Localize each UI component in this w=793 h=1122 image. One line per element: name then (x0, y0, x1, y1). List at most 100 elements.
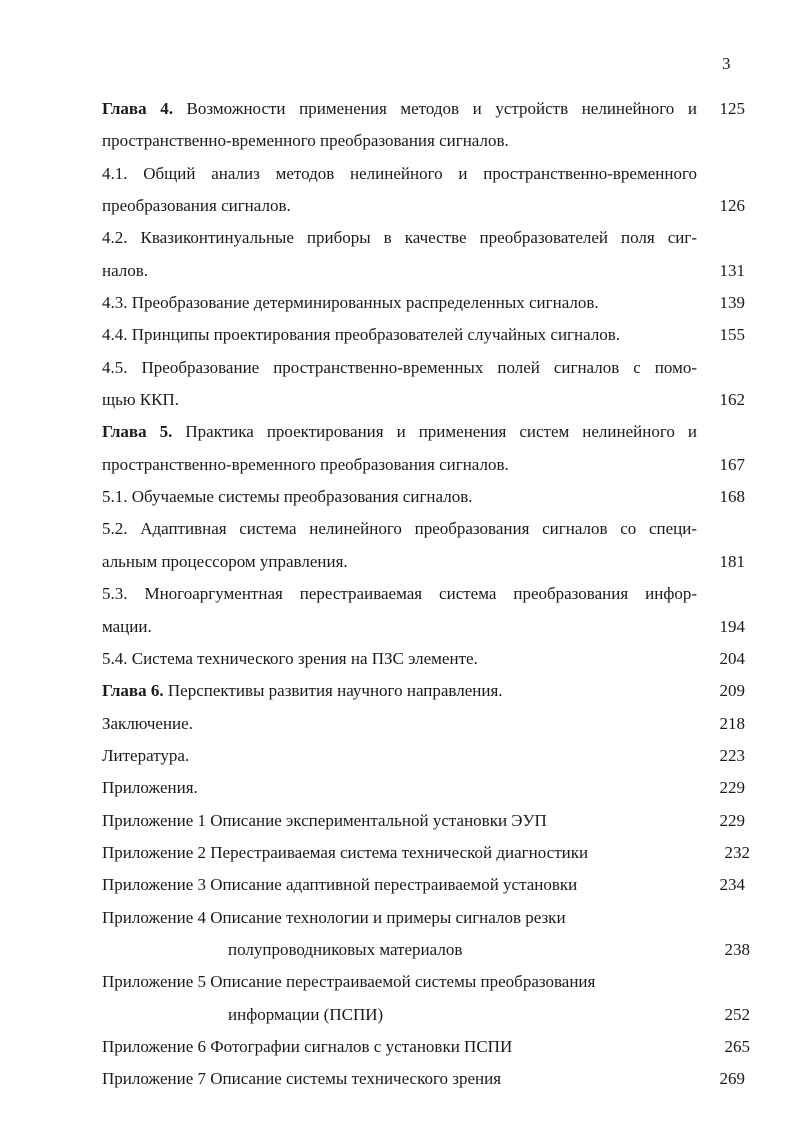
toc-entry-line: пространственно-временного преобразовани… (102, 452, 750, 484)
toc-entry-line: Заключение. 218 (102, 711, 750, 743)
toc-entry-title: Приложения. (102, 775, 697, 801)
toc-entry-text: 5.2. Адаптивная система нелинейного прео… (102, 519, 697, 539)
toc-entry-text: 4.4. Принципы проектирования преобразова… (102, 325, 621, 345)
toc-entry-line: полупроводниковых материалов 238 (102, 937, 750, 969)
toc-page-number: 232 (724, 842, 751, 862)
toc-entry-line: Приложение 4 Описание технологии и приме… (102, 905, 750, 937)
chapter-label: Глава 5. (102, 422, 173, 442)
toc-entry-title: Приложение 7 Описание системы техническо… (102, 1066, 697, 1092)
toc-entry-line: Приложение 7 Описание системы техническо… (102, 1066, 750, 1098)
toc-entry-text: пространственно-временного преобразовани… (102, 454, 509, 474)
toc-page-number: 252 (724, 1004, 751, 1024)
toc-entry-line: Приложение 2 Перестраиваемая система тех… (102, 840, 750, 872)
toc-page-number: 269 (719, 1069, 746, 1089)
toc-entry-title: Глава 4. Возможности применения методов … (102, 96, 697, 122)
toc-page-number: 168 (719, 487, 746, 507)
toc-entry-text: полупроводниковых материалов (228, 939, 463, 959)
toc-entry-title: 5.4. Система технического зрения на ПЗС … (102, 646, 697, 672)
toc-entry-title: информации (ПСПИ) (228, 1002, 708, 1028)
toc-entry-title: 5.1. Обучаемые системы преобразования си… (102, 484, 697, 510)
toc-page-number: 223 (719, 745, 746, 765)
toc-entry-line: 4.4. Принципы проектирования преобразова… (102, 322, 750, 354)
toc-entry-title: Приложение 4 Описание технологии и приме… (102, 905, 697, 931)
toc-entry-line: 5.4. Система технического зрения на ПЗС … (102, 646, 750, 678)
toc-entry-line: налов. 131 (102, 258, 750, 290)
toc-entry-title: 5.2. Адаптивная система нелинейного прео… (102, 516, 697, 542)
toc-entry-text: Перспективы развития научного направлени… (167, 681, 503, 701)
toc-entry-text: щью ККП. (102, 390, 179, 410)
toc-entry-title: Глава 6. Перспективы развития научного н… (102, 678, 697, 704)
toc-entry-line: 5.3. Многоаргументная перестраиваемая си… (102, 581, 750, 613)
toc-entry-line: 4.3. Преобразование детерминированных ра… (102, 290, 750, 322)
page-number: 3 (722, 54, 731, 73)
toc-entry-title: Приложение 2 Перестраиваемая система тех… (102, 840, 697, 866)
toc-entry-title: Приложение 6 Фотографии сигналов с устан… (102, 1034, 697, 1060)
toc-entry-title: Литература. (102, 743, 697, 769)
toc-entry-line: 4.2. Квазиконтинуальные приборы в качест… (102, 225, 750, 257)
chapter-label: Глава 6. (102, 681, 164, 701)
toc-page-number: 139 (719, 293, 746, 313)
toc-page-number: 162 (719, 390, 746, 410)
toc-entry-title: 4.2. Квазиконтинуальные приборы в качест… (102, 225, 697, 251)
toc-entry-line: мации. 194 (102, 614, 750, 646)
toc-entry-line: преобразования сигналов. 126 (102, 193, 750, 225)
toc-entry-title: 4.4. Принципы проектирования преобразова… (102, 322, 697, 348)
toc-entry-text: 5.4. Система технического зрения на ПЗС … (102, 648, 478, 668)
toc-entry-title: 4.5. Преобразование пространственно-врем… (102, 355, 697, 381)
toc-entry-line: 4.5. Преобразование пространственно-врем… (102, 355, 750, 387)
toc-entry-line: информации (ПСПИ) 252 (102, 1002, 750, 1034)
toc-page-number: 209 (719, 681, 746, 701)
toc-page-number: 218 (719, 713, 746, 733)
toc-entry-text: 4.1. Общий анализ методов нелинейного и … (102, 163, 697, 183)
toc-entry-title: 5.3. Многоаргументная перестраиваемая си… (102, 581, 697, 607)
toc-entry-title: 4.3. Преобразование детерминированных ра… (102, 290, 697, 316)
toc-entry-text: пространственно-временного преобразовани… (102, 131, 509, 151)
toc-entry-line: 5.1. Обучаемые системы преобразования си… (102, 484, 750, 516)
toc-entry-line: Приложение 3 Описание адаптивной перестр… (102, 872, 750, 904)
toc-page-number: 125 (719, 99, 746, 118)
toc-entry-text: Возможности применения методов и устройс… (186, 99, 697, 118)
toc-page-number: 229 (719, 810, 746, 830)
toc-entry-text: Приложение 1 Описание экспериментальной … (102, 810, 547, 830)
toc-entry-title: Приложение 3 Описание адаптивной перестр… (102, 872, 697, 898)
chapter-label: Глава 4. (102, 99, 173, 118)
toc-entry-text: мации. (102, 616, 152, 636)
toc-entry-line: Приложение 1 Описание экспериментальной … (102, 808, 750, 840)
toc-entry-text: 5.1. Обучаемые системы преобразования си… (102, 487, 473, 507)
toc-entry-text: преобразования сигналов. (102, 196, 291, 216)
toc-entry-title: Приложение 5 Описание перестраиваемой си… (102, 969, 697, 995)
toc-entry-title: пространственно-временного преобразовани… (102, 452, 697, 478)
table-of-contents: Глава 4. Возможности применения методов … (102, 96, 750, 1099)
toc-entry-line: пространственно-временного преобразовани… (102, 128, 750, 160)
toc-entry-title: Заключение. (102, 711, 697, 737)
toc-page-number: 234 (719, 875, 746, 895)
toc-entry-text: Приложение 7 Описание системы техническо… (102, 1069, 502, 1089)
toc-entry-text: Приложения. (102, 778, 198, 798)
toc-entry-title: щью ККП. (102, 387, 697, 413)
toc-entry-text: Приложение 2 Перестраиваемая система тех… (102, 842, 589, 862)
toc-entry-line: Глава 6. Перспективы развития научного н… (102, 678, 750, 710)
toc-page-number: 155 (719, 325, 746, 345)
toc-entry-text: 4.2. Квазиконтинуальные приборы в качест… (102, 228, 697, 248)
toc-entry-text: Приложение 6 Фотографии сигналов с устан… (102, 1036, 513, 1056)
toc-entry-title: Глава 5. Практика проектирования и приме… (102, 419, 697, 445)
toc-entry-line: Глава 4. Возможности применения методов … (102, 96, 750, 128)
toc-entry-line: Литература. 223 (102, 743, 750, 775)
toc-page-number: 265 (724, 1036, 751, 1056)
toc-entry-line: Приложения. 229 (102, 775, 750, 807)
toc-entry-title: мации. (102, 614, 697, 640)
toc-entry-text: Приложение 3 Описание адаптивной перестр… (102, 875, 578, 895)
toc-entry-text: Приложение 4 Описание технологии и приме… (102, 907, 566, 927)
toc-entry-text: Приложение 5 Описание перестраиваемой си… (102, 972, 596, 992)
toc-page-number: 204 (719, 648, 746, 668)
toc-entry-text: Литература. (102, 745, 190, 765)
toc-entry-line: Приложение 6 Фотографии сигналов с устан… (102, 1034, 750, 1066)
toc-entry-line: Глава 5. Практика проектирования и приме… (102, 419, 750, 451)
toc-entry-text: 5.3. Многоаргументная перестраиваемая си… (102, 584, 697, 604)
toc-entry-title: преобразования сигналов. (102, 193, 697, 219)
toc-entry-title: налов. (102, 258, 697, 284)
toc-entry-line: 5.2. Адаптивная система нелинейного прео… (102, 516, 750, 548)
toc-entry-line: Приложение 5 Описание перестраиваемой си… (102, 969, 750, 1001)
toc-entry-title: пространственно-временного преобразовани… (102, 128, 697, 154)
toc-entry-text: Заключение. (102, 713, 193, 733)
